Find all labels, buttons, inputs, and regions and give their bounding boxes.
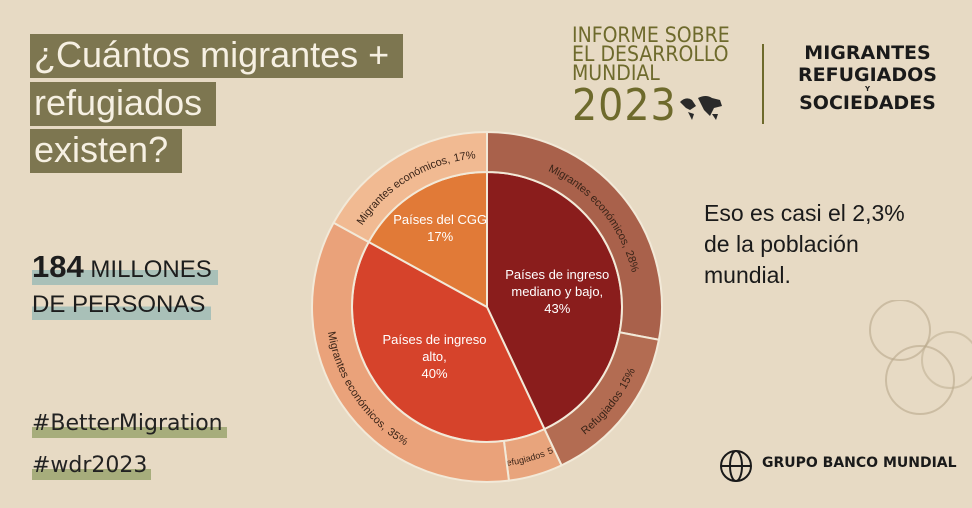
report-year: 2023 — [572, 80, 677, 131]
inner-label: Países de ingreso mediano y bajo, 43% — [495, 251, 619, 331]
outer-wedge — [332, 130, 488, 244]
theme-logo: MIGRANTES REFUGIADOS Y SOCIEDADES — [798, 42, 937, 114]
stamps — [869, 300, 972, 415]
inner-label-value: 43% — [544, 300, 571, 316]
org-icon — [720, 450, 752, 482]
hashtag: #wdr2023 — [32, 452, 152, 480]
report-line: MUNDIAL — [572, 61, 660, 85]
report-logo: INFORME SOBRE EL DESARROLLO MUNDIAL 2023 — [572, 23, 730, 131]
title-line: ¿Cuántos migrantes + — [30, 34, 404, 78]
inner-label: Países del CGG 17% — [378, 188, 502, 268]
report-line: EL DESARROLLO — [572, 42, 729, 66]
stat-unit: MILLONES — [90, 256, 212, 283]
note-line: Eso es casi el 2,3% — [704, 200, 905, 226]
outer-label-value: 17% — [453, 149, 477, 164]
inner-label-value: 40% — [421, 365, 448, 381]
hashtag: #BetterMigration — [32, 410, 227, 438]
inner-label-name: Países de ingreso mediano y bajo, — [505, 266, 610, 299]
inner-label-box: Países de ingreso mediano y bajo,43% — [495, 251, 619, 331]
theme-line: SOCIEDADES — [799, 92, 936, 114]
note-line: de la población — [704, 231, 859, 257]
theme-line: Y — [864, 85, 871, 93]
stat-line: 184 MILLONES — [32, 249, 218, 285]
report-line: INFORME SOBRE — [572, 23, 730, 47]
title-line: existen? — [30, 129, 183, 173]
inner-label-value: 17% — [427, 228, 454, 244]
inner-label-name: Países de ingreso alto, — [382, 331, 487, 364]
inner-label-name: Países del CGG — [393, 211, 488, 227]
divider — [762, 44, 764, 124]
world-icon — [680, 96, 722, 120]
inner-label: Países de ingreso alto, 40% — [373, 316, 497, 396]
org-name: GRUPO BANCO MUNDIAL — [762, 455, 957, 471]
note-line: mundial. — [704, 262, 791, 288]
stat-line2: DE PERSONAS — [32, 290, 212, 320]
theme-line: MIGRANTES — [804, 42, 931, 64]
stat-number: 184 — [32, 249, 84, 284]
theme-line: REFUGIADOS — [798, 64, 937, 86]
inner-label-box: Países de ingreso alto,40% — [373, 316, 497, 396]
title-line: refugiados — [30, 82, 217, 126]
note: Eso es casi el 2,3% de la población mund… — [704, 198, 905, 291]
